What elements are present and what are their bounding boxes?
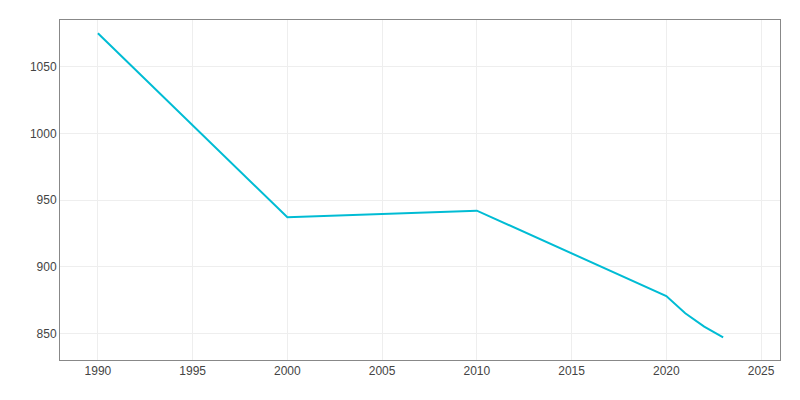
svg-text:2020: 2020	[653, 364, 680, 378]
svg-text:2000: 2000	[274, 364, 301, 378]
svg-text:950: 950	[37, 193, 57, 207]
svg-text:1050: 1050	[30, 60, 57, 74]
svg-text:2010: 2010	[463, 364, 490, 378]
svg-text:2025: 2025	[748, 364, 775, 378]
svg-text:2015: 2015	[558, 364, 585, 378]
svg-text:2005: 2005	[369, 364, 396, 378]
svg-text:1995: 1995	[179, 364, 206, 378]
svg-text:1990: 1990	[85, 364, 112, 378]
svg-text:850: 850	[37, 327, 57, 341]
svg-text:1000: 1000	[30, 127, 57, 141]
svg-text:900: 900	[37, 260, 57, 274]
